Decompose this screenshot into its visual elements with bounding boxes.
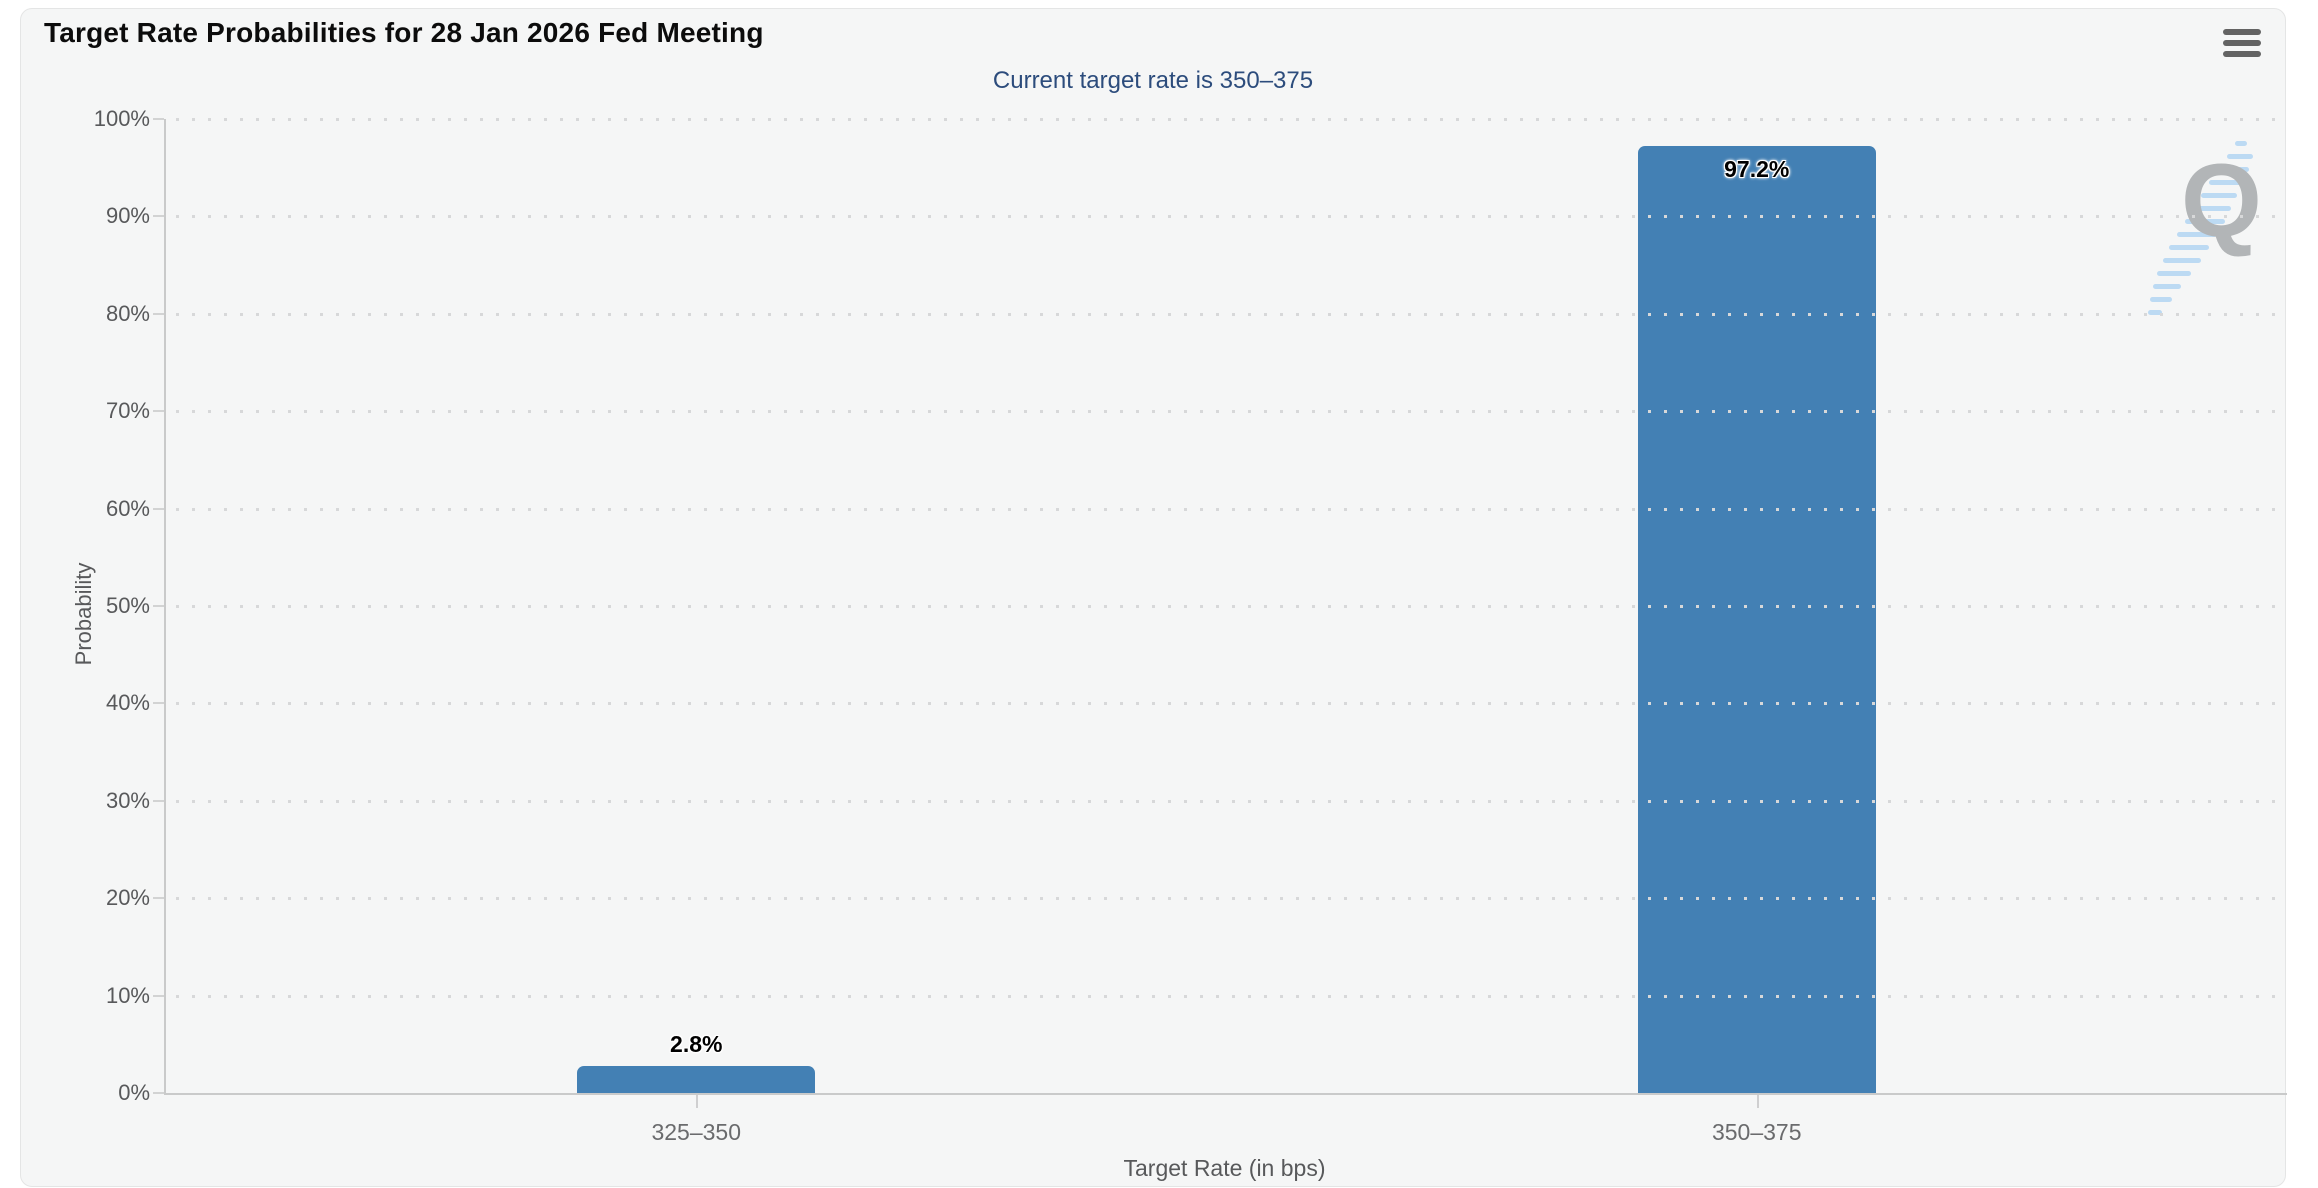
y-tick-label: 50% — [105, 593, 150, 618]
y-tick-label: 40% — [105, 690, 150, 716]
y-gridline — [176, 312, 2283, 316]
y-tick-mark — [153, 507, 164, 510]
y-gridline — [176, 605, 2283, 608]
y-tick-label: 60% — [105, 495, 150, 521]
x-category-label: 350–375 — [1711, 1119, 1802, 1145]
y-tick-label: 100% — [93, 106, 150, 131]
hamburger-bar — [2223, 51, 2261, 57]
y-tick-mark — [153, 799, 164, 802]
x-axis-title: Target Rate (in bps) — [1123, 1155, 1326, 1181]
y-gridline — [176, 799, 2283, 803]
y-gridline — [176, 215, 2283, 219]
y-tick-mark — [153, 605, 164, 607]
y-tick-mark — [153, 994, 164, 997]
x-tick-mark — [696, 1095, 699, 1108]
y-tick-mark — [153, 410, 164, 413]
y-axis-title: Probability — [71, 562, 96, 666]
y-tick-mark — [153, 1092, 164, 1094]
y-gridline — [176, 118, 2283, 121]
chart-subtitle: Current target rate is 350–375 — [992, 67, 1314, 94]
y-tick-mark — [153, 702, 164, 705]
category-slot: 97.2% 350–375 — [1227, 119, 2288, 1145]
hamburger-bar — [2223, 40, 2261, 46]
plot-area: 2.8% 325–350 97.2% 350–375 0% 10% 20% 30% 40… — [94, 106, 2288, 1145]
y-tick-label: 30% — [105, 787, 150, 813]
bar-350-375[interactable] — [1637, 146, 1876, 1093]
bar-325-350[interactable] — [577, 1065, 816, 1093]
y-gridline — [176, 702, 2283, 706]
y-gridline — [176, 410, 2283, 414]
chart-card: Target Rate Probabilities for 28 Jan 202… — [20, 8, 2288, 1187]
x-category-label: 325–350 — [651, 1119, 742, 1145]
hamburger-menu-icon[interactable] — [2223, 27, 2261, 59]
y-gridline — [176, 994, 2283, 998]
y-gridline — [176, 507, 2283, 511]
y-tick-mark — [153, 118, 164, 120]
y-tick-label: 80% — [105, 300, 150, 326]
hamburger-bar — [2223, 29, 2261, 35]
x-tick-mark — [1756, 1095, 1759, 1108]
category-slot: 2.8% 325–350 — [166, 119, 1227, 1145]
y-tick-label: 10% — [105, 982, 150, 1008]
y-tick-mark — [153, 312, 164, 315]
bar-value-label: 2.8% — [670, 1030, 723, 1057]
bar-value-label: 97.2% — [1724, 156, 1790, 183]
y-tick-mark — [153, 897, 164, 900]
y-tick-label: 70% — [105, 398, 150, 424]
y-tick-label: 0% — [118, 1080, 150, 1105]
chart-title: Target Rate Probabilities for 28 Jan 202… — [44, 17, 764, 48]
y-tick-mark — [153, 215, 164, 218]
y-gridline — [176, 897, 2283, 901]
y-tick-label: 90% — [105, 203, 150, 229]
y-tick-label: 20% — [105, 885, 150, 911]
